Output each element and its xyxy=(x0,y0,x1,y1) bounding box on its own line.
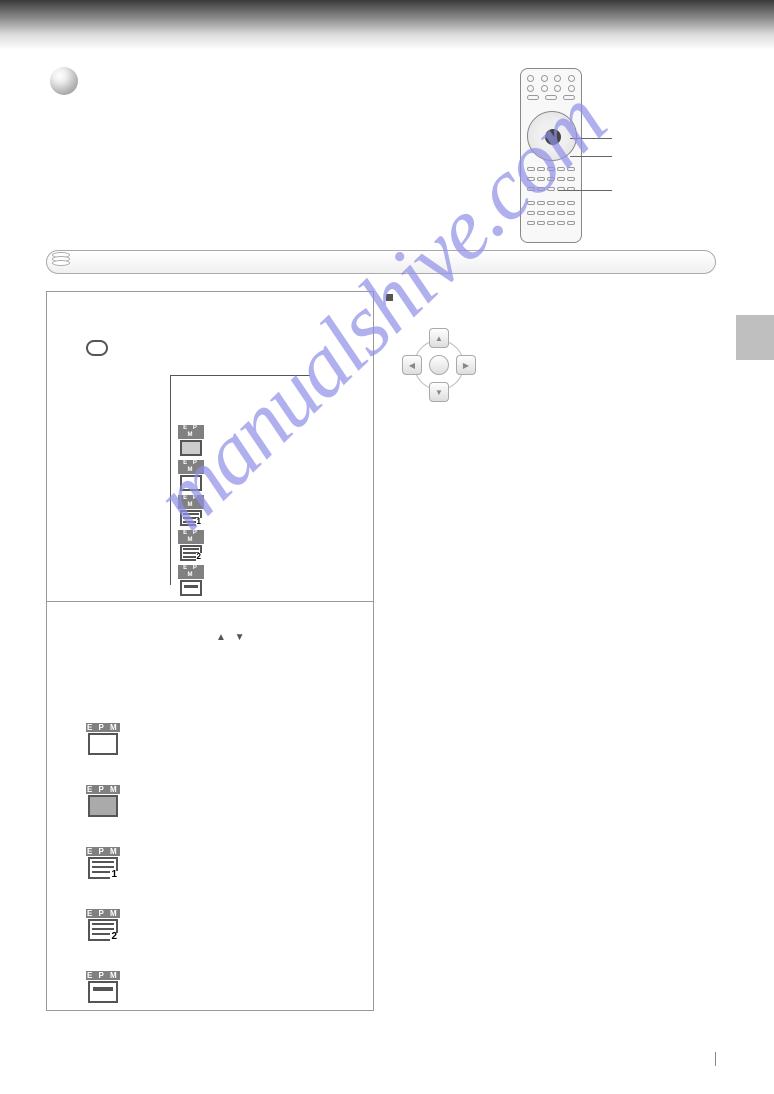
footer-divider xyxy=(715,1052,716,1066)
epm-label: E P M xyxy=(178,530,204,544)
epm-item-5: E P M xyxy=(178,565,204,596)
dpad-center-icon xyxy=(429,355,449,375)
dpad-up-icon: ▲ xyxy=(429,328,449,348)
step-button-icon xyxy=(86,340,108,356)
remote-dpad-icon xyxy=(527,111,577,161)
section-header-ovals-icon xyxy=(52,252,70,264)
note-bullet-icon xyxy=(386,294,393,301)
menu-tree-vertical-line xyxy=(170,375,171,585)
epm-label: E P M xyxy=(86,847,120,856)
section-header-bar xyxy=(46,250,716,274)
menu-tree-horizontal-line xyxy=(170,375,310,376)
epm-large-item-2: E P M xyxy=(86,785,120,817)
epm-item-1: E P M xyxy=(178,425,204,456)
remote-callout-line-1 xyxy=(570,138,612,139)
epm-menu-stack: E P M E P M E P M 1 E P M 2 E P M xyxy=(178,425,204,600)
epm-item-3: E P M 1 xyxy=(178,495,204,526)
dpad-down-icon: ▼ xyxy=(429,382,449,402)
dpad-right-icon: ▶ xyxy=(456,355,476,375)
top-gradient-bar xyxy=(0,0,774,50)
epm-label: E P M xyxy=(178,495,204,509)
up-down-arrows-icon: ▲ ▼ xyxy=(216,632,248,643)
remote-callout-line-3 xyxy=(558,190,612,191)
navigation-dpad-diagram: ▲ ▼ ◀ ▶ xyxy=(402,328,476,402)
epm-large-list: E P M E P M E P M 1 E P M 2 E P M xyxy=(86,723,120,1033)
epm-label: E P M xyxy=(178,425,204,439)
page-side-tab xyxy=(736,315,774,360)
dpad-left-icon: ◀ xyxy=(402,355,422,375)
remote-callout-line-2 xyxy=(570,156,612,157)
epm-item-4: E P M 2 xyxy=(178,530,204,561)
main-box-divider xyxy=(47,601,373,602)
epm-label: E P M xyxy=(86,909,120,918)
epm-large-item-4: E P M 2 xyxy=(86,909,120,941)
epm-large-item-5: E P M xyxy=(86,971,120,1003)
epm-large-item-3: E P M 1 xyxy=(86,847,120,879)
epm-label: E P M xyxy=(178,460,204,474)
epm-large-item-1: E P M xyxy=(86,723,120,755)
section-sphere-icon xyxy=(50,67,78,95)
epm-label: E P M xyxy=(86,785,120,794)
epm-label: E P M xyxy=(178,565,204,579)
epm-label: E P M xyxy=(86,971,120,980)
epm-label: E P M xyxy=(86,723,120,732)
epm-item-2: E P M xyxy=(178,460,204,491)
